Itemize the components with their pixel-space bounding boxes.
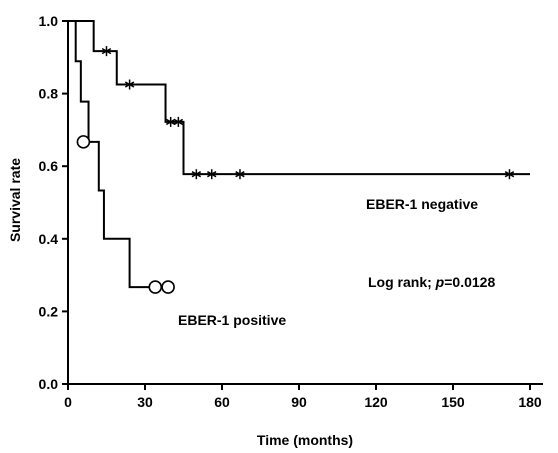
censor-marker-star [191,169,202,180]
x-tick-label: 90 [291,394,307,410]
x-tick-label: 120 [364,394,388,410]
x-tick-label: 150 [441,394,465,410]
log-rank-value: =0.0128 [444,274,495,290]
x-tick-label: 0 [64,394,72,410]
y-tick-label: 0.8 [39,86,59,102]
series-line-eber1-positive [68,20,166,289]
y-tick-label: 0.6 [39,158,59,174]
positive-series-label: EBER-1 positive [178,312,286,328]
y-tick-label: 0.2 [39,303,59,319]
x-tick-label: 30 [137,394,153,410]
y-axis-title: Survival rate [7,158,23,242]
negative-series-label: EBER-1 negative [366,196,478,212]
y-tick-label: 1.0 [39,13,59,29]
censor-marker-star [165,116,176,127]
series-line-eber1-negative [68,20,530,176]
censor-marker-circle [161,280,175,294]
x-axis-title: Time (months) [257,432,353,448]
censor-marker-star [173,116,184,127]
series-layer [68,20,530,289]
x-tick-label: 60 [214,394,230,410]
log-rank-p: p [435,274,445,290]
censor-marker-star [124,79,135,90]
censor-marker-circle [148,280,163,294]
y-tick-label: 0.0 [39,376,59,392]
censor-marker-star [504,169,515,180]
markers-layer [76,46,515,294]
censor-marker-star [207,169,217,180]
y-tick-label: 0.4 [39,231,59,247]
x-tick-label: 180 [518,394,542,410]
ticks-layer: 0 30 60 90 120 150 180 0.0 0.2 0.4 0.6 0.8 1.0 [39,13,542,410]
censor-marker-circle [76,135,91,149]
censor-marker-star [235,169,245,180]
log-rank-annotation: Log rank; p=0.0128 [368,274,495,290]
censor-marker-star [101,46,112,57]
log-rank-prefix: Log rank; [368,274,436,290]
